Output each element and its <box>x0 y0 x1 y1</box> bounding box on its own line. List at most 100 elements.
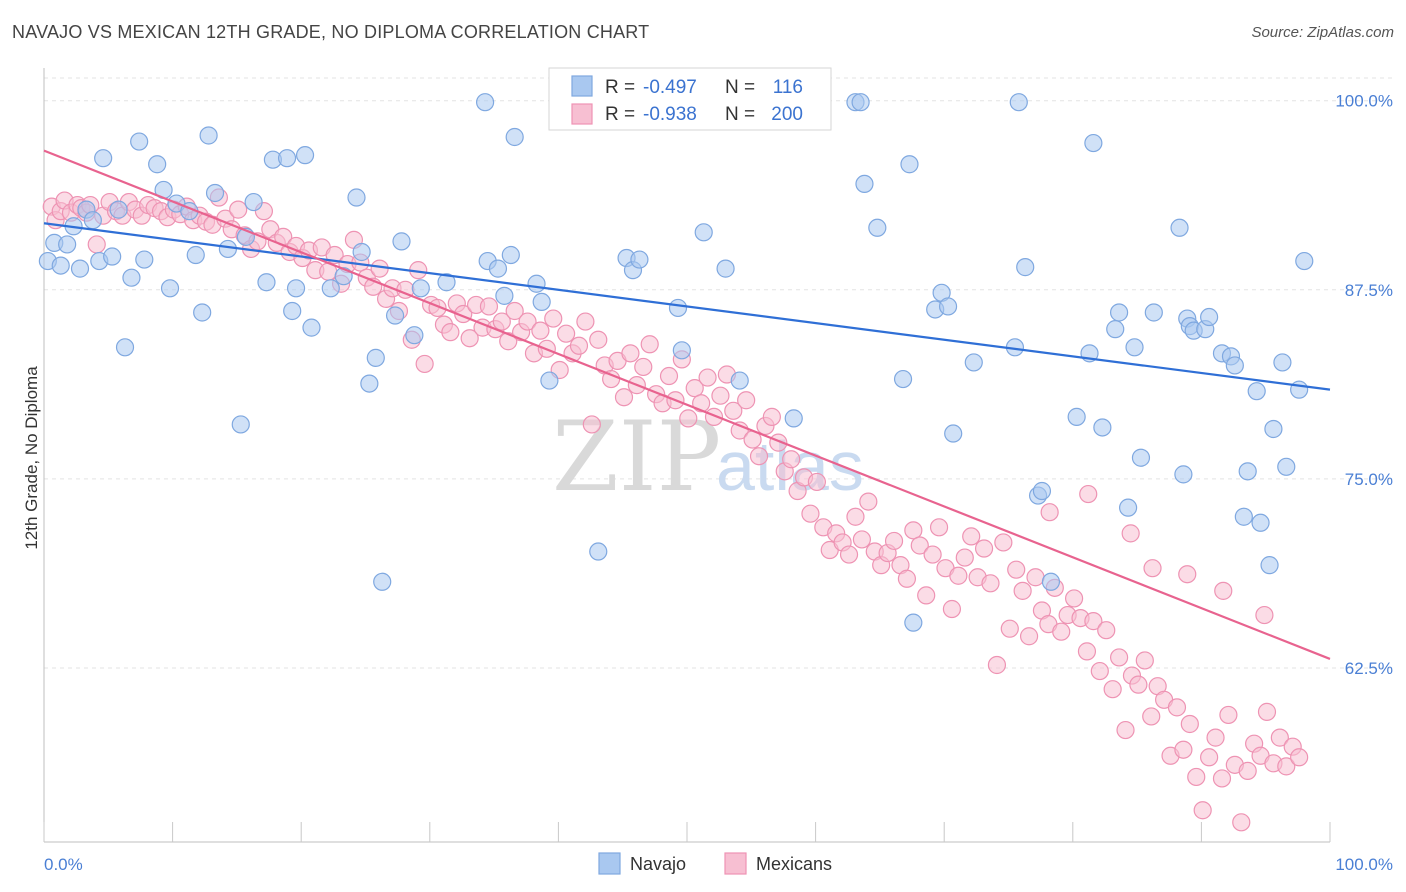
mexicans-point <box>479 297 499 316</box>
mexicans-point <box>499 332 518 351</box>
mexicans-point <box>1129 675 1148 694</box>
mexicans-point <box>737 391 756 410</box>
navajo-point <box>321 279 340 298</box>
mexicans-point <box>917 586 936 605</box>
mexicans-n-label: N = <box>725 104 755 125</box>
mexicans-point <box>1206 728 1225 747</box>
navajo-point <box>505 127 524 147</box>
navajo-point <box>1174 465 1193 484</box>
mexicans-point <box>1084 612 1103 631</box>
navajo-point <box>205 183 225 203</box>
mexicans-point <box>679 409 698 428</box>
navajo-point <box>668 298 688 318</box>
mexicans-point <box>1064 589 1084 608</box>
navajo-point <box>366 348 385 367</box>
mexicans-point <box>1013 581 1032 600</box>
mexicans-point <box>1000 619 1019 638</box>
mexicans-point <box>1178 565 1197 584</box>
mexicans-bottom-label: Mexicans <box>756 854 832 874</box>
navajo-point <box>1170 218 1189 237</box>
navajo-point <box>334 267 353 286</box>
mexicans-point <box>1121 524 1140 543</box>
navajo-point <box>1273 353 1292 372</box>
navajo-point <box>109 200 128 219</box>
mexicans-point <box>1143 559 1162 578</box>
mexicans-point <box>1142 707 1161 726</box>
navajo-point <box>1144 303 1163 322</box>
mexicans-legend-swatch <box>571 103 593 125</box>
navajo-point <box>411 279 430 298</box>
navajo-point <box>257 273 276 292</box>
navajo-point <box>964 353 983 372</box>
mexicans-point <box>1135 651 1154 670</box>
navajo-point <box>360 374 379 393</box>
navajo-point <box>1238 462 1257 481</box>
mexicans-point <box>1257 702 1277 721</box>
navajo-point <box>851 93 870 112</box>
mexicans-point <box>557 324 576 343</box>
mexicans-point <box>1232 813 1251 832</box>
mexicans-point <box>955 548 974 567</box>
mexicans-point <box>415 354 434 374</box>
navajo-point <box>103 247 122 266</box>
navajo-point <box>527 274 546 293</box>
navajo-point <box>193 303 212 322</box>
mexicans-point <box>1270 728 1289 747</box>
navajo-point <box>501 245 520 265</box>
navajo-point <box>1260 556 1279 575</box>
mexicans-point <box>1052 622 1071 641</box>
mexicans-point <box>685 379 704 398</box>
mexicans-point <box>923 545 942 564</box>
mexicans-point <box>1187 767 1206 787</box>
navajo-point <box>392 232 411 251</box>
mexicans-point <box>962 527 981 546</box>
navajo-point <box>373 572 392 591</box>
navajo-point <box>1225 356 1244 375</box>
navajo-point <box>716 259 735 278</box>
mexicans-point <box>1290 748 1309 767</box>
navajo-point <box>1093 418 1112 437</box>
navajo-point <box>70 259 90 278</box>
navajo-point <box>218 239 237 259</box>
y-tick-labels: 100.0% 87.5% 75.0% 62.5% <box>1335 92 1393 678</box>
mexicans-point <box>640 335 659 354</box>
navajo-point <box>1125 338 1144 357</box>
mexicans-point <box>1277 757 1296 776</box>
mexicans-point <box>614 388 634 407</box>
mexicans-point <box>589 330 608 349</box>
mexicans-point <box>762 407 781 426</box>
mexicans-point <box>1200 748 1219 767</box>
navajo-bottom-swatch <box>598 852 621 875</box>
mexicans-point <box>1079 484 1098 504</box>
navajo-point <box>1032 481 1052 501</box>
mexicans-point <box>1026 568 1045 587</box>
x-tick-label: 100.0% <box>1335 855 1393 874</box>
mexicans-point <box>1214 581 1233 600</box>
navajo-point <box>1084 133 1103 153</box>
navajo-point <box>148 155 167 174</box>
mexicans-point <box>621 344 640 363</box>
mexicans-point <box>229 200 248 219</box>
navajo-point <box>784 409 803 428</box>
navajo-point <box>283 301 302 321</box>
navajo-point <box>1106 320 1125 339</box>
mexicans-r-value: -0.938 <box>643 104 697 125</box>
trend-lines <box>43 149 1331 660</box>
navajo-point <box>385 306 405 325</box>
legend-box: R = -0.497 N = 116 R = -0.938 N = 200 <box>548 67 832 131</box>
mexicans-point <box>859 492 878 511</box>
navajo-point <box>730 371 749 390</box>
mexicans-point <box>87 235 106 254</box>
navajo-point <box>286 279 306 298</box>
mexicans-point <box>441 323 460 342</box>
mexicans-point <box>994 533 1013 552</box>
mexicans-point <box>505 301 524 321</box>
navajo-n-label: N = <box>725 77 755 98</box>
navajo-point <box>1247 382 1266 401</box>
y-axis-label: 12th Grade, No Diploma <box>22 366 41 550</box>
navajo-point <box>83 211 102 230</box>
navajo-point <box>488 259 508 278</box>
navajo-point <box>893 369 913 389</box>
navajo-point <box>532 292 551 312</box>
mexicans-point <box>1019 627 1039 646</box>
